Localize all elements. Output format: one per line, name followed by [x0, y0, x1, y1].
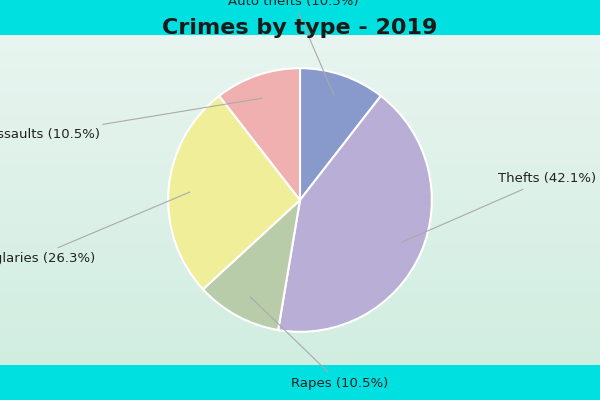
Text: Auto thefts (10.5%): Auto thefts (10.5%) [228, 0, 359, 95]
Wedge shape [219, 68, 300, 200]
Text: Burglaries (26.3%): Burglaries (26.3%) [0, 192, 190, 264]
Wedge shape [203, 200, 300, 330]
Text: Crimes by type - 2019: Crimes by type - 2019 [163, 18, 437, 38]
Text: Assaults (10.5%): Assaults (10.5%) [0, 98, 262, 140]
Wedge shape [168, 96, 300, 289]
Wedge shape [278, 96, 432, 332]
Text: Thefts (42.1%): Thefts (42.1%) [401, 172, 596, 242]
Text: Rapes (10.5%): Rapes (10.5%) [250, 297, 388, 390]
Wedge shape [300, 68, 381, 200]
